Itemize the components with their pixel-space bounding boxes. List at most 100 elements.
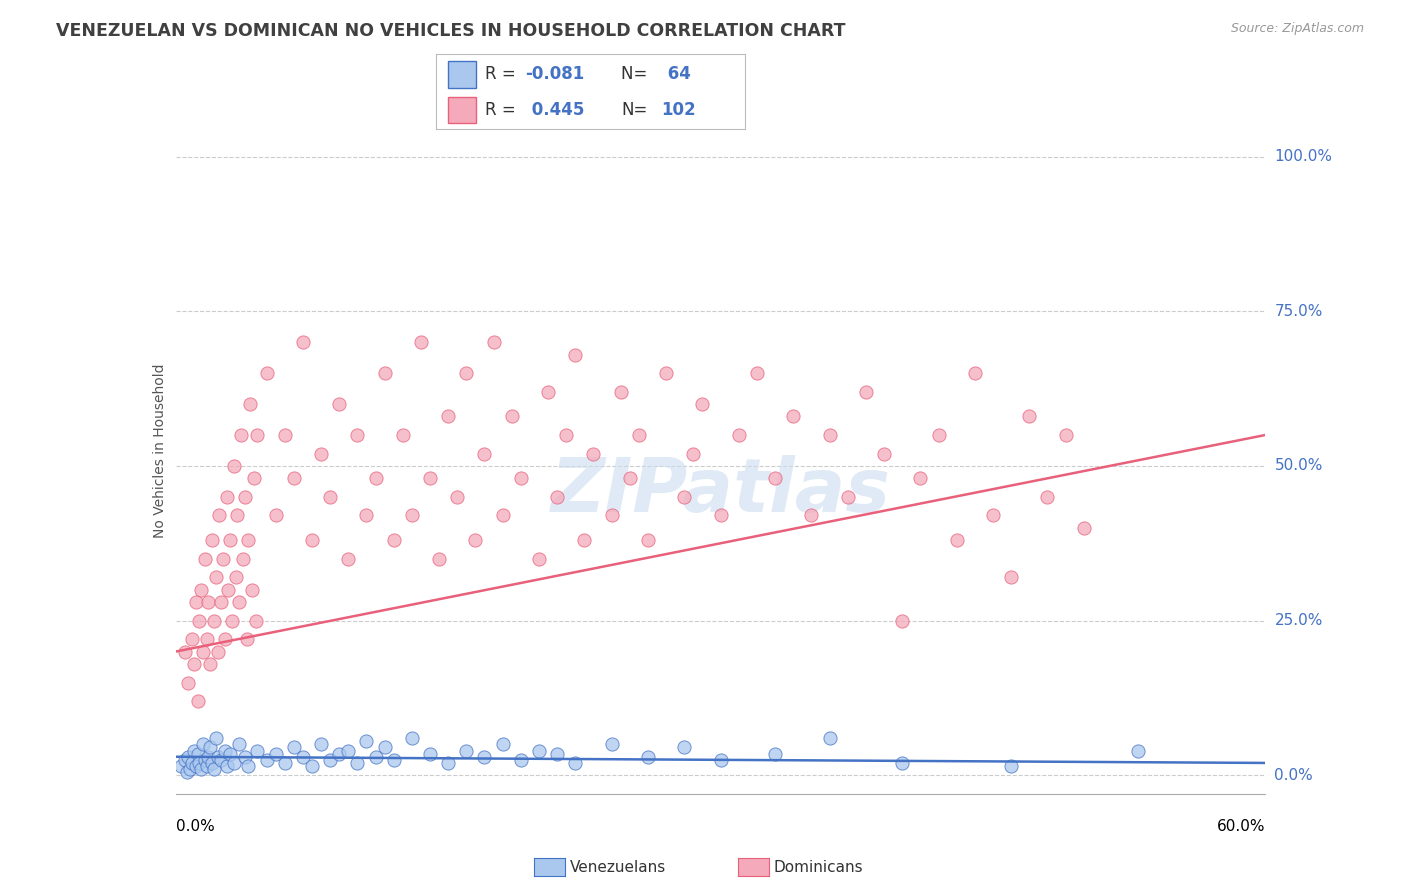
Point [564,756,586,770]
Point [228,738,250,752]
Point [374,366,396,380]
Point [374,740,396,755]
Point [183,743,205,757]
Point [509,753,531,767]
Point [245,614,267,628]
Point [181,632,204,647]
Point [240,582,263,597]
Point [226,508,249,523]
Point [837,490,859,504]
Point [209,753,232,767]
Point [427,551,450,566]
Text: 64: 64 [662,65,690,83]
Point [891,756,914,770]
Point [419,471,441,485]
Point [873,446,896,460]
Text: 100.0%: 100.0% [1274,149,1333,164]
Point [291,749,314,764]
Point [207,644,229,658]
Point [1073,521,1095,535]
Point [239,397,262,411]
Point [401,508,423,523]
Point [600,738,623,752]
Point [194,551,217,566]
Point [197,749,219,764]
Point [564,347,586,361]
Point [673,740,696,755]
Point [204,731,226,746]
Point [745,366,768,380]
Point [527,551,550,566]
Point [655,366,678,380]
Point [188,614,211,628]
Point [209,595,232,609]
Point [1000,570,1022,584]
Point [222,756,245,770]
Point [200,740,222,755]
Point [891,614,914,628]
Text: 25.0%: 25.0% [1274,613,1323,628]
Text: Venezuelans: Venezuelans [569,861,665,875]
Point [243,471,266,485]
Point [928,428,950,442]
Point [782,409,804,424]
Point [283,740,305,755]
Point [225,570,247,584]
Text: Source: ZipAtlas.com: Source: ZipAtlas.com [1230,22,1364,36]
Point [190,582,212,597]
Point [212,551,235,566]
Point [194,753,217,767]
Point [446,490,468,504]
Point [301,759,323,773]
Point [527,743,550,757]
Point [214,632,236,647]
Point [763,747,786,761]
Point [291,335,314,350]
Point [474,446,496,460]
Point [181,756,204,770]
Point [233,749,256,764]
Point [619,471,641,485]
Point [188,756,211,770]
Point [215,490,238,504]
Point [195,759,218,773]
Point [200,657,222,671]
Point [246,428,269,442]
Point [186,694,209,708]
Point [215,759,238,773]
Point [855,384,877,399]
Point [228,595,250,609]
Point [221,614,243,628]
Point [437,756,460,770]
Point [202,762,225,776]
Point [1054,428,1077,442]
Point [346,756,368,770]
Bar [449,96,477,123]
Point [274,428,297,442]
Point [582,446,605,460]
Point [382,533,405,548]
Point [963,366,986,380]
Point [207,749,229,764]
Text: N=: N= [621,65,652,83]
Point [309,446,332,460]
Text: 0.0%: 0.0% [176,819,215,834]
Point [692,397,714,411]
Text: R =: R = [485,65,522,83]
Point [337,743,360,757]
Point [600,508,623,523]
Point [763,471,786,485]
Point [201,533,224,548]
Point [627,428,650,442]
Point [246,743,269,757]
Point [328,397,350,411]
Point [637,533,659,548]
Point [195,632,218,647]
Point [1036,490,1059,504]
Point [391,428,413,442]
Point [364,749,387,764]
Point [501,409,523,424]
Point [202,614,225,628]
Point [464,533,486,548]
Point [232,551,254,566]
